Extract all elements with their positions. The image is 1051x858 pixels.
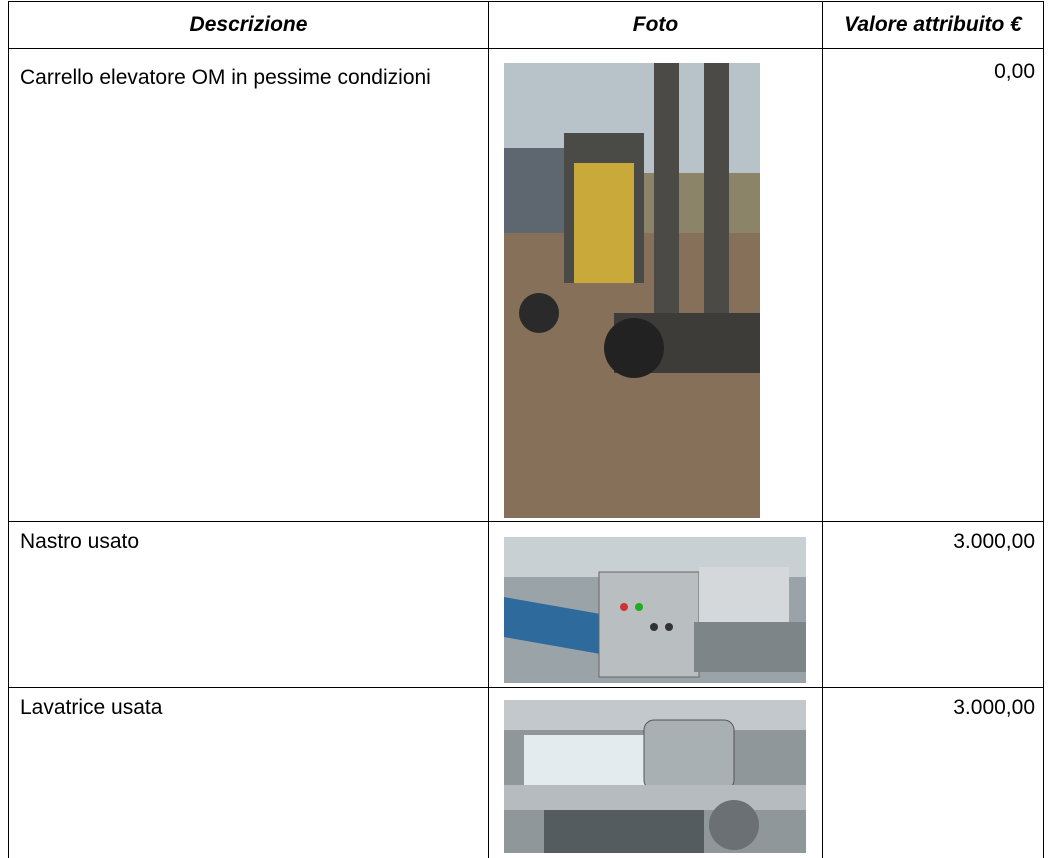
value: 0,00 — [994, 60, 1035, 83]
rule — [488, 1, 489, 858]
photo-washer — [504, 700, 806, 853]
description: Lavatrice usata — [20, 696, 163, 719]
description: Nastro usato — [20, 530, 140, 553]
rule — [8, 1, 1044, 2]
value: 3.000,00 — [953, 530, 1035, 553]
header-cell: Valore attribuito € — [844, 13, 1022, 36]
rule — [8, 521, 1044, 522]
rule — [8, 687, 1044, 688]
header-cell: Foto — [632, 13, 679, 36]
rule — [822, 1, 823, 858]
description: Carrello elevatore OM in pessime condizi… — [20, 66, 431, 89]
rule — [8, 48, 1044, 49]
rule — [1043, 1, 1044, 858]
header-cell: Descrizione — [189, 13, 308, 36]
photo-conveyor — [504, 537, 806, 683]
rule — [8, 1, 9, 858]
photo-forklift — [504, 63, 760, 518]
value: 3.000,00 — [953, 696, 1035, 719]
